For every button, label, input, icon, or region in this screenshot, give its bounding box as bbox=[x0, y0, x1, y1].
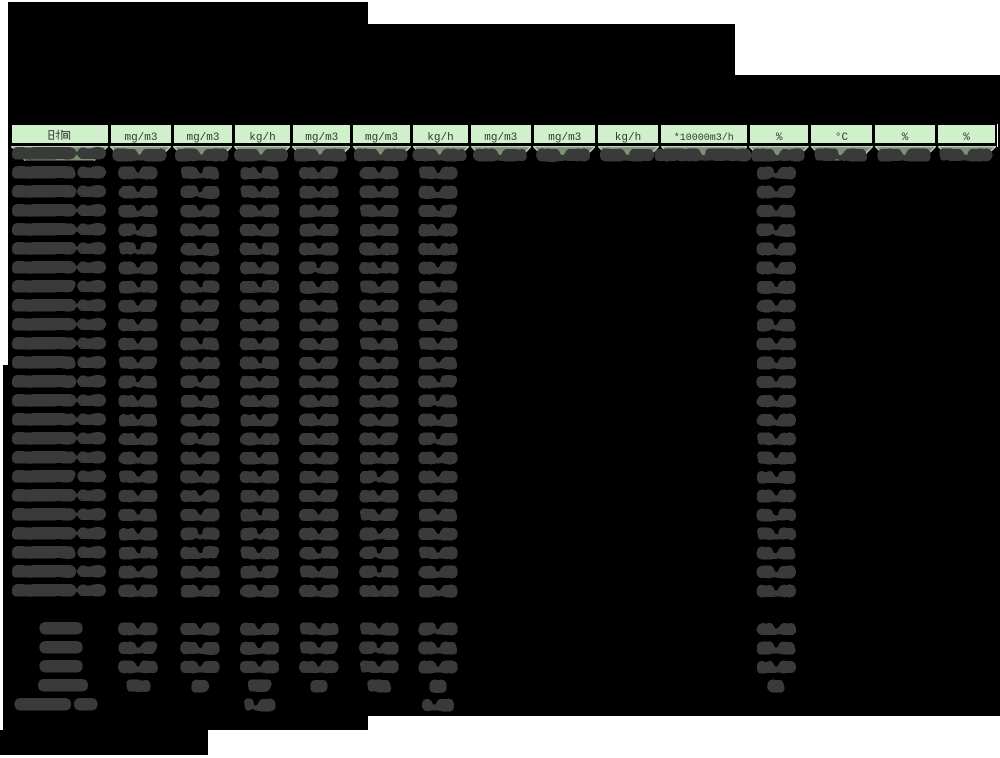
svg-text:mg/m3: mg/m3 bbox=[484, 132, 517, 143]
svg-text:mg/m3: mg/m3 bbox=[548, 132, 581, 143]
svg-text:kg/h: kg/h bbox=[249, 132, 275, 143]
svg-text:*10000m3/h: *10000m3/h bbox=[674, 132, 734, 143]
svg-text:mg/m3: mg/m3 bbox=[305, 132, 338, 143]
svg-text:mg/m3: mg/m3 bbox=[186, 132, 219, 143]
svg-text:%: % bbox=[902, 132, 909, 143]
svg-text:kg/h: kg/h bbox=[615, 132, 641, 143]
svg-text:%: % bbox=[963, 132, 970, 143]
svg-text:°C: °C bbox=[835, 132, 849, 143]
svg-text:kg/h: kg/h bbox=[427, 132, 453, 143]
svg-text:%: % bbox=[776, 132, 783, 143]
svg-text:mg/m3: mg/m3 bbox=[124, 132, 157, 143]
svg-text:mg/m3: mg/m3 bbox=[365, 132, 398, 143]
